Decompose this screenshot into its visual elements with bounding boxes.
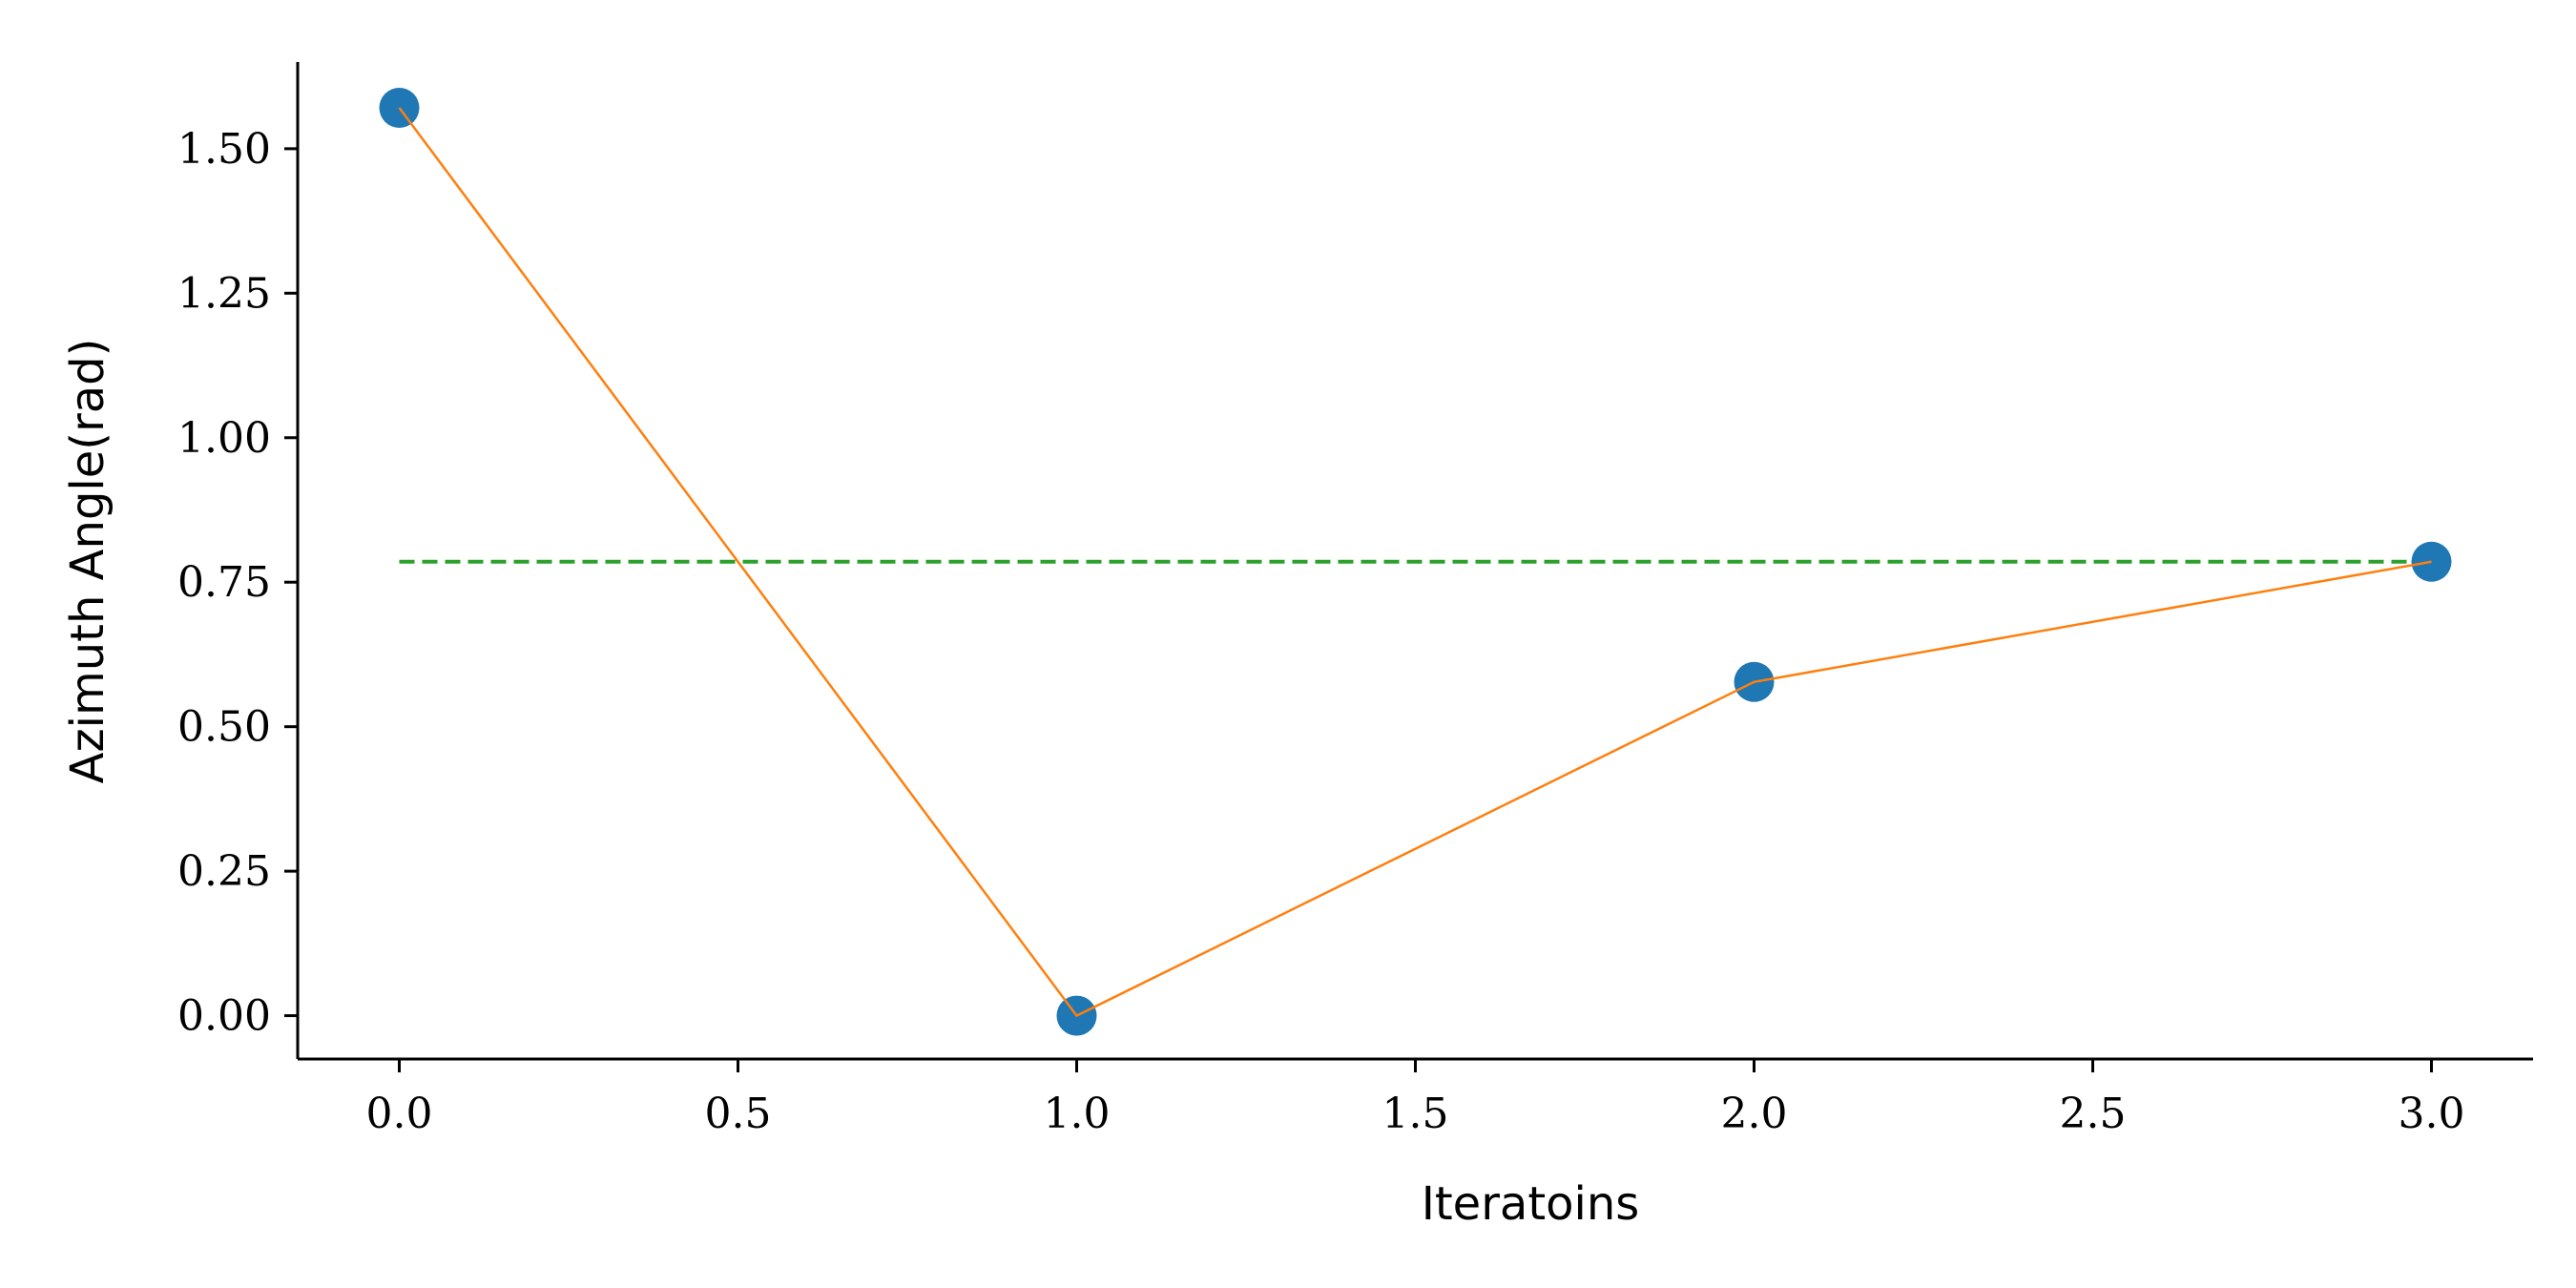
x-tick-label: 2.0 — [1721, 1090, 1788, 1138]
plot-area — [379, 87, 2452, 1036]
data-point — [379, 87, 420, 128]
x-tick-label: 1.5 — [1382, 1090, 1449, 1138]
y-tick-label: 1.25 — [177, 269, 271, 318]
y-tick-label: 1.00 — [177, 414, 271, 463]
series-line — [398, 107, 2432, 1018]
x-axis-label: Iteratoins — [1422, 1177, 1640, 1231]
x-tick-label: 2.5 — [2060, 1090, 2127, 1138]
y-tick-label: 0.75 — [177, 558, 271, 607]
y-tick-label: 0.25 — [177, 847, 271, 896]
x-tick-label: 0.0 — [366, 1090, 433, 1138]
x-tick-label: 1.0 — [1044, 1090, 1111, 1138]
x-tick-label: 3.0 — [2399, 1090, 2465, 1138]
y-tick-label: 0.50 — [177, 703, 271, 752]
y-tick-label: 0.00 — [177, 992, 271, 1041]
y-tick-label: 1.50 — [177, 125, 271, 174]
x-tick-label: 0.5 — [705, 1090, 772, 1138]
ticks: 0.0 0.5 1.0 1.5 2.0 2.5 3.0 0.00 0.25 0.50 0.75 1.0… — [177, 125, 2464, 1138]
y-axis-label: Azimuth Angle(rad) — [61, 339, 114, 784]
